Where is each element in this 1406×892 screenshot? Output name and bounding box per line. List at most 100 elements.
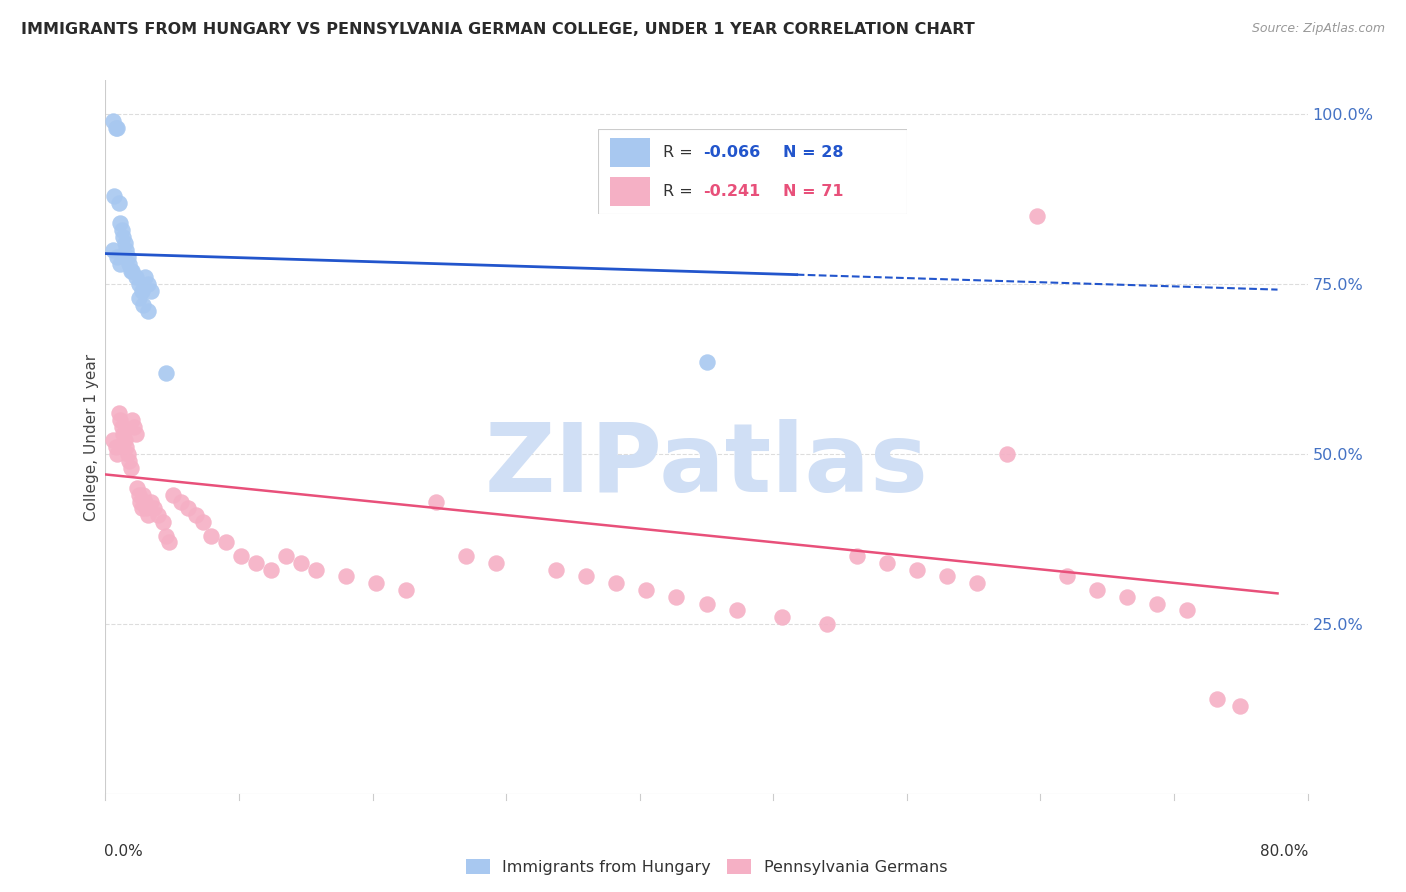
Point (118, 454, 141, 468)
Point (425, 494, 447, 508)
Text: -0.066: -0.066 (703, 145, 761, 160)
Text: R =: R = (662, 184, 697, 199)
Point (139, 284, 162, 298)
Point (364, 576, 387, 591)
Point (636, 582, 658, 597)
Point (107, 447, 129, 461)
Point (136, 304, 159, 318)
Point (131, 284, 153, 298)
Point (124, 426, 146, 441)
Point (122, 420, 145, 434)
Point (101, 114, 124, 128)
Point (1206, 691, 1229, 706)
Text: IMMIGRANTS FROM HUNGARY VS PENNSYLVANIA GERMAN COLLEGE, UNDER 1 YEAR CORRELATION: IMMIGRANTS FROM HUNGARY VS PENNSYLVANIA … (21, 22, 974, 37)
Point (132, 297, 155, 311)
Point (124, 270, 146, 285)
Point (108, 406, 131, 420)
Point (454, 549, 477, 563)
Point (131, 501, 153, 516)
Point (936, 569, 959, 583)
Text: N = 28: N = 28 (783, 145, 844, 160)
Point (245, 556, 267, 570)
Point (1026, 209, 1049, 223)
Point (117, 447, 139, 461)
Legend: Immigrants from Hungary, Pennsylvania Germans: Immigrants from Hungary, Pennsylvania Ge… (465, 860, 948, 875)
Point (191, 515, 214, 529)
Point (605, 576, 627, 591)
Point (1175, 603, 1198, 617)
Point (110, 257, 132, 271)
Point (696, 355, 718, 369)
Point (395, 582, 418, 597)
Point (111, 420, 134, 434)
Point (139, 494, 162, 508)
Point (101, 434, 124, 448)
Point (845, 549, 868, 563)
Point (118, 257, 141, 271)
Point (103, 189, 125, 203)
Point (121, 263, 143, 277)
Point (117, 250, 139, 264)
Point (290, 556, 312, 570)
Point (115, 440, 138, 454)
Point (305, 563, 328, 577)
Point (177, 501, 200, 516)
Point (1085, 582, 1108, 597)
Text: N = 71: N = 71 (783, 184, 844, 199)
Point (1056, 569, 1078, 583)
Point (128, 277, 150, 292)
Point (136, 508, 159, 523)
Point (128, 488, 150, 502)
Point (146, 508, 169, 523)
Point (335, 569, 357, 583)
Point (214, 535, 236, 549)
Point (157, 535, 180, 549)
Point (125, 481, 148, 495)
Point (152, 515, 174, 529)
Point (546, 563, 568, 577)
Point (104, 440, 127, 454)
Point (162, 488, 184, 502)
Point (995, 447, 1018, 461)
Point (107, 120, 129, 135)
Bar (610, 138, 650, 167)
Point (696, 597, 718, 611)
Text: 80.0%: 80.0% (1260, 844, 1309, 859)
Point (142, 501, 165, 516)
Point (134, 270, 156, 285)
Point (966, 576, 988, 591)
Point (108, 195, 131, 210)
Point (132, 488, 155, 502)
Point (876, 556, 898, 570)
Text: -0.241: -0.241 (703, 184, 761, 199)
Point (200, 528, 222, 542)
Point (111, 223, 134, 237)
Text: R =: R = (662, 145, 697, 160)
Point (107, 250, 129, 264)
Point (114, 434, 136, 448)
Point (115, 243, 138, 257)
Point (110, 413, 132, 427)
Text: 0.0%: 0.0% (104, 844, 143, 859)
Y-axis label: College, Under 1 year: College, Under 1 year (83, 353, 98, 521)
Point (155, 528, 177, 542)
Point (229, 549, 252, 563)
Text: Source: ZipAtlas.com: Source: ZipAtlas.com (1251, 22, 1385, 36)
Point (815, 617, 838, 632)
Point (114, 236, 136, 251)
Point (905, 563, 928, 577)
Point (136, 277, 159, 292)
Point (101, 243, 124, 257)
Point (1229, 698, 1251, 713)
Bar (610, 177, 650, 206)
Point (575, 569, 598, 583)
Text: ZIPatlas: ZIPatlas (485, 419, 928, 512)
Point (112, 426, 135, 441)
Point (1146, 597, 1168, 611)
Point (184, 508, 207, 523)
Point (120, 460, 142, 475)
Point (120, 263, 142, 277)
Point (129, 494, 152, 508)
Point (770, 610, 793, 624)
Point (135, 501, 157, 516)
